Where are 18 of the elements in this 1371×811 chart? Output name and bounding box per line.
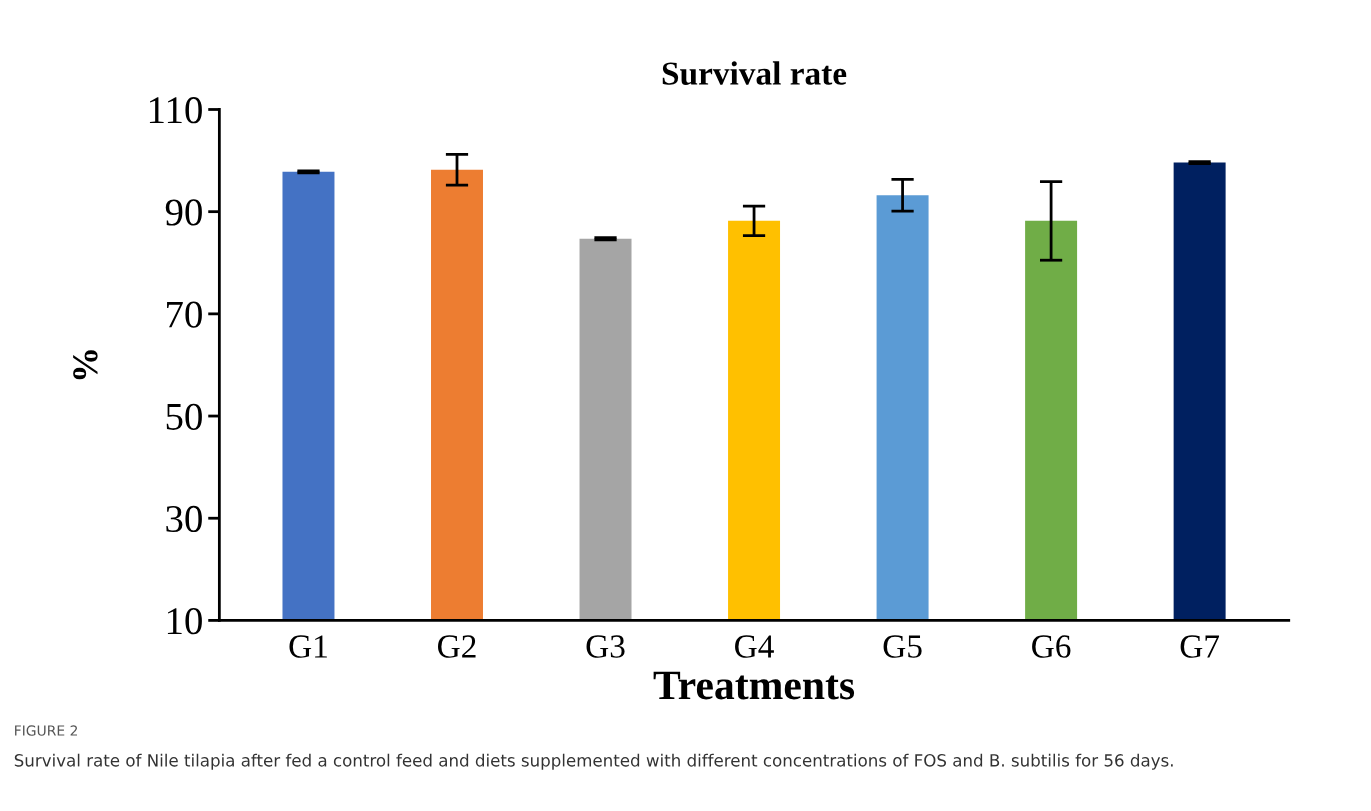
x-tick-label: G3 — [586, 635, 625, 658]
x-tick-label: G1 — [289, 635, 327, 658]
x-tick-label: G2 — [438, 635, 476, 658]
caption: FIGURE 2 — [15, 725, 78, 736]
x-axis-title: Treatments — [653, 671, 855, 700]
y-tick-label: 110 — [149, 97, 202, 124]
x-tick-label: G6 — [1032, 635, 1071, 658]
x-tick-label: G4 — [735, 635, 774, 658]
chart-title: Survival rate — [662, 61, 847, 85]
y-tick-label: 70 — [167, 301, 202, 328]
y-tick-label: 50 — [166, 403, 202, 430]
y-tick-label: 90 — [165, 199, 202, 226]
y-axis-title: % — [73, 350, 98, 380]
y-tick-label: 30 — [166, 505, 202, 533]
text: Survival rate of Nile tilapia after fed a control feed and diets supplemented with different concentrations of FOS and B. subtilis for 56 days. — [14, 753, 1173, 770]
y-tick-label: 10 — [167, 608, 202, 635]
x-tick-label: G5 — [883, 635, 922, 658]
x-tick-label: G7 — [1180, 635, 1220, 658]
